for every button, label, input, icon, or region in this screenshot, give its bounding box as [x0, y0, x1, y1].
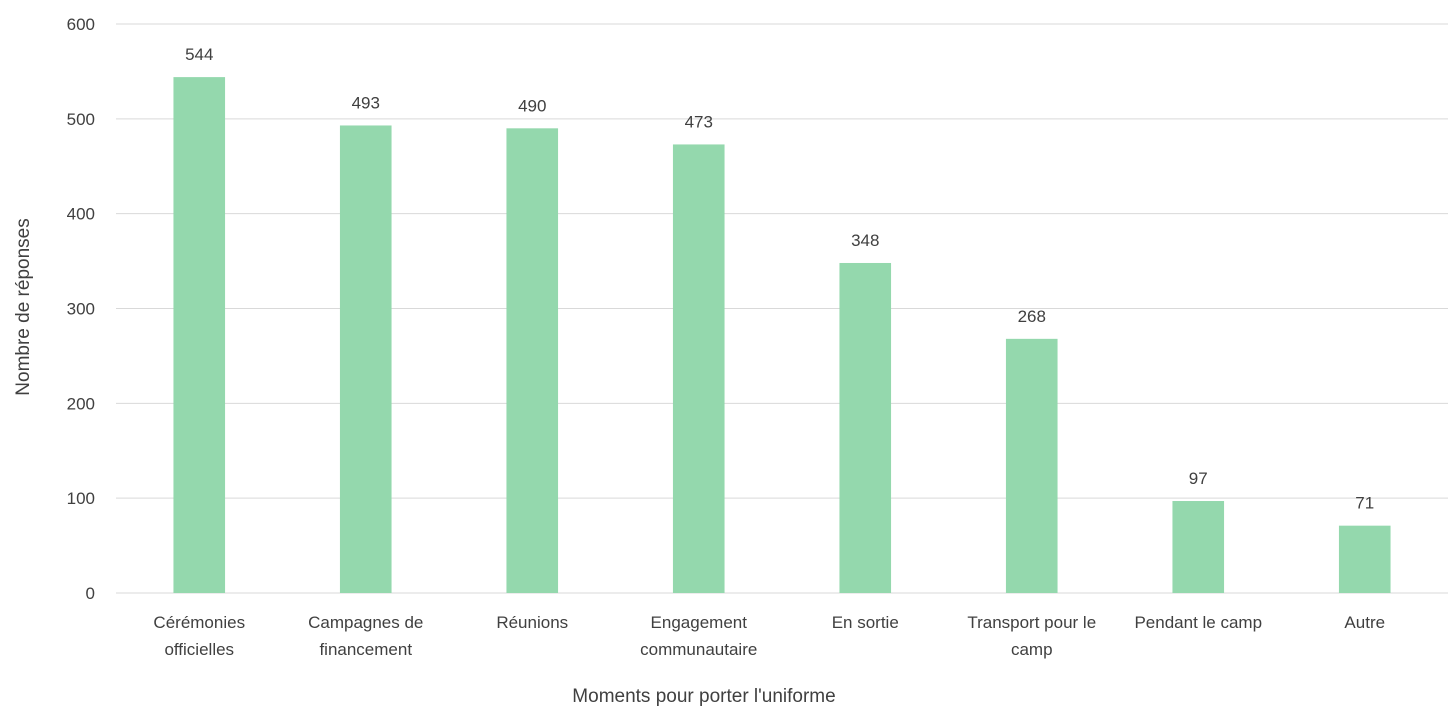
- x-tick-label: En sortie: [832, 613, 899, 632]
- y-tick-label: 500: [67, 110, 95, 129]
- x-tick-label-line: Cérémonies: [153, 613, 245, 632]
- y-tick-label: 400: [67, 205, 95, 224]
- bar: [839, 262, 892, 593]
- x-tick-label-line: En sortie: [832, 613, 899, 632]
- y-axis-ticks: 0 100 200 300 400 500 600: [67, 15, 95, 603]
- y-axis-title: Nombre de réponses: [13, 218, 34, 395]
- data-label: 493: [352, 93, 380, 112]
- x-tick-label: Cérémonies officielles: [153, 613, 245, 659]
- x-tick-label-line: communautaire: [640, 640, 757, 659]
- data-label: 97: [1189, 469, 1208, 488]
- x-tick-label: Transport pour le camp: [967, 613, 1096, 659]
- bars: [173, 77, 1391, 594]
- y-tick-label: 0: [86, 584, 95, 603]
- data-label: 473: [685, 112, 713, 131]
- bar: [506, 128, 559, 594]
- x-tick-label: Autre: [1344, 613, 1385, 632]
- bar: [1338, 525, 1391, 593]
- x-tick-label-line: officielles: [164, 640, 234, 659]
- x-tick-label-line: Transport pour le: [967, 613, 1096, 632]
- x-tick-label-line: Pendant le camp: [1134, 613, 1262, 632]
- data-label: 490: [518, 96, 546, 115]
- x-tick-label: Réunions: [496, 613, 568, 632]
- bar: [1172, 501, 1225, 593]
- x-tick-label-line: camp: [1011, 640, 1053, 659]
- x-tick-label: Pendant le camp: [1134, 613, 1262, 632]
- x-tick-label: Engagement communautaire: [640, 613, 757, 659]
- x-tick-label: Campagnes de financement: [308, 613, 423, 659]
- data-label: 544: [185, 45, 213, 64]
- y-tick-label: 100: [67, 489, 95, 508]
- data-label: 268: [1018, 307, 1046, 326]
- bar: [672, 144, 725, 593]
- gridlines: [116, 23, 1448, 594]
- data-label: 71: [1355, 494, 1374, 513]
- data-label: 348: [851, 231, 879, 250]
- x-axis-ticks: Cérémonies officielles Campagnes de finance…: [153, 613, 1385, 659]
- x-tick-label-line: Autre: [1344, 613, 1385, 632]
- y-tick-label: 200: [67, 394, 95, 413]
- bar: [173, 77, 226, 593]
- x-tick-label-line: Réunions: [496, 613, 568, 632]
- x-tick-label-line: Engagement: [651, 613, 748, 632]
- x-axis-title: Moments pour porter l'uniforme: [572, 686, 835, 707]
- x-tick-label-line: Campagnes de: [308, 613, 423, 632]
- bar: [339, 125, 392, 593]
- bar: [1005, 338, 1058, 593]
- y-tick-label: 600: [67, 15, 95, 34]
- data-labels: 544 493 490 473 348 268 97 71: [185, 45, 1374, 513]
- y-tick-label: 300: [67, 300, 95, 319]
- x-tick-label-line: financement: [319, 640, 412, 659]
